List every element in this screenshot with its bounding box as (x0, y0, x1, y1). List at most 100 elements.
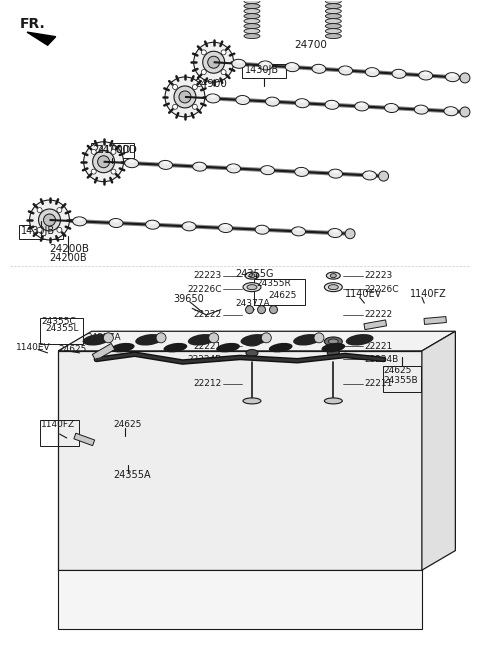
Circle shape (37, 228, 42, 232)
Ellipse shape (247, 285, 257, 290)
Ellipse shape (315, 65, 323, 69)
Ellipse shape (291, 227, 306, 236)
Ellipse shape (244, 0, 260, 4)
Ellipse shape (243, 398, 261, 404)
Ellipse shape (222, 224, 229, 228)
Ellipse shape (262, 62, 269, 66)
Ellipse shape (145, 220, 159, 229)
Circle shape (221, 50, 226, 55)
Ellipse shape (218, 224, 232, 232)
Ellipse shape (332, 229, 338, 233)
Ellipse shape (326, 272, 340, 279)
Circle shape (173, 85, 178, 89)
Text: 24100D: 24100D (96, 145, 137, 155)
Ellipse shape (295, 167, 309, 176)
Polygon shape (422, 331, 456, 570)
Ellipse shape (196, 163, 203, 167)
Ellipse shape (236, 96, 250, 104)
Circle shape (460, 73, 470, 83)
Circle shape (201, 70, 206, 75)
Circle shape (103, 333, 113, 343)
Circle shape (165, 77, 205, 117)
Ellipse shape (392, 70, 406, 78)
Ellipse shape (244, 4, 260, 9)
Text: 22226C: 22226C (187, 285, 222, 294)
Ellipse shape (113, 219, 120, 223)
Circle shape (192, 85, 197, 89)
Ellipse shape (325, 24, 341, 29)
Ellipse shape (289, 64, 296, 67)
Ellipse shape (346, 334, 373, 346)
Circle shape (30, 200, 70, 240)
Bar (40, 420, 79, 447)
Polygon shape (424, 317, 446, 325)
Polygon shape (74, 433, 95, 445)
Circle shape (345, 229, 355, 239)
Ellipse shape (325, 100, 339, 110)
Ellipse shape (265, 97, 279, 106)
Ellipse shape (447, 108, 455, 111)
Ellipse shape (227, 164, 240, 173)
Ellipse shape (328, 285, 338, 290)
Ellipse shape (327, 350, 339, 356)
Ellipse shape (83, 334, 110, 346)
Ellipse shape (243, 337, 261, 346)
Text: 22212: 22212 (193, 379, 222, 388)
Ellipse shape (298, 168, 305, 172)
Ellipse shape (162, 161, 169, 165)
Ellipse shape (295, 228, 302, 231)
Polygon shape (58, 570, 422, 629)
Polygon shape (364, 320, 386, 329)
Text: 24700: 24700 (295, 40, 327, 51)
Text: 22226C: 22226C (364, 285, 399, 294)
Ellipse shape (125, 159, 139, 168)
Ellipse shape (388, 104, 395, 108)
Bar (383, 366, 421, 392)
Ellipse shape (295, 98, 309, 108)
Circle shape (91, 150, 96, 154)
Ellipse shape (359, 102, 365, 106)
Ellipse shape (285, 62, 299, 72)
Text: 24355A: 24355A (113, 470, 151, 480)
Ellipse shape (164, 343, 187, 352)
Circle shape (208, 56, 220, 68)
Polygon shape (92, 344, 115, 361)
Ellipse shape (255, 225, 269, 234)
Bar (91, 144, 134, 158)
Ellipse shape (419, 71, 432, 80)
Polygon shape (58, 331, 456, 351)
Ellipse shape (293, 334, 321, 346)
Text: 22223: 22223 (193, 271, 222, 280)
Ellipse shape (269, 98, 276, 102)
Text: 1140FZ: 1140FZ (410, 289, 447, 299)
Text: 1140FZ: 1140FZ (41, 420, 75, 430)
Circle shape (156, 333, 166, 343)
Circle shape (246, 306, 253, 314)
Ellipse shape (247, 339, 257, 344)
Text: 24200B: 24200B (49, 245, 89, 255)
Ellipse shape (244, 14, 260, 18)
Circle shape (179, 91, 191, 103)
Ellipse shape (109, 218, 123, 228)
Ellipse shape (328, 228, 342, 237)
Ellipse shape (249, 274, 255, 277)
Circle shape (194, 42, 234, 82)
Text: 22224B: 22224B (188, 355, 222, 364)
Ellipse shape (324, 398, 342, 404)
Circle shape (261, 333, 271, 343)
Ellipse shape (149, 221, 156, 224)
Circle shape (91, 169, 96, 174)
Ellipse shape (243, 283, 261, 292)
Ellipse shape (449, 73, 456, 77)
Circle shape (460, 107, 470, 117)
Ellipse shape (244, 9, 260, 14)
Ellipse shape (240, 96, 246, 100)
Text: 22222: 22222 (364, 310, 393, 319)
Ellipse shape (325, 9, 341, 14)
Text: 24355B: 24355B (384, 376, 418, 385)
Text: 24625: 24625 (58, 345, 86, 354)
Text: FR.: FR. (20, 17, 46, 31)
Ellipse shape (312, 64, 326, 73)
Ellipse shape (158, 161, 173, 169)
Ellipse shape (216, 343, 240, 352)
